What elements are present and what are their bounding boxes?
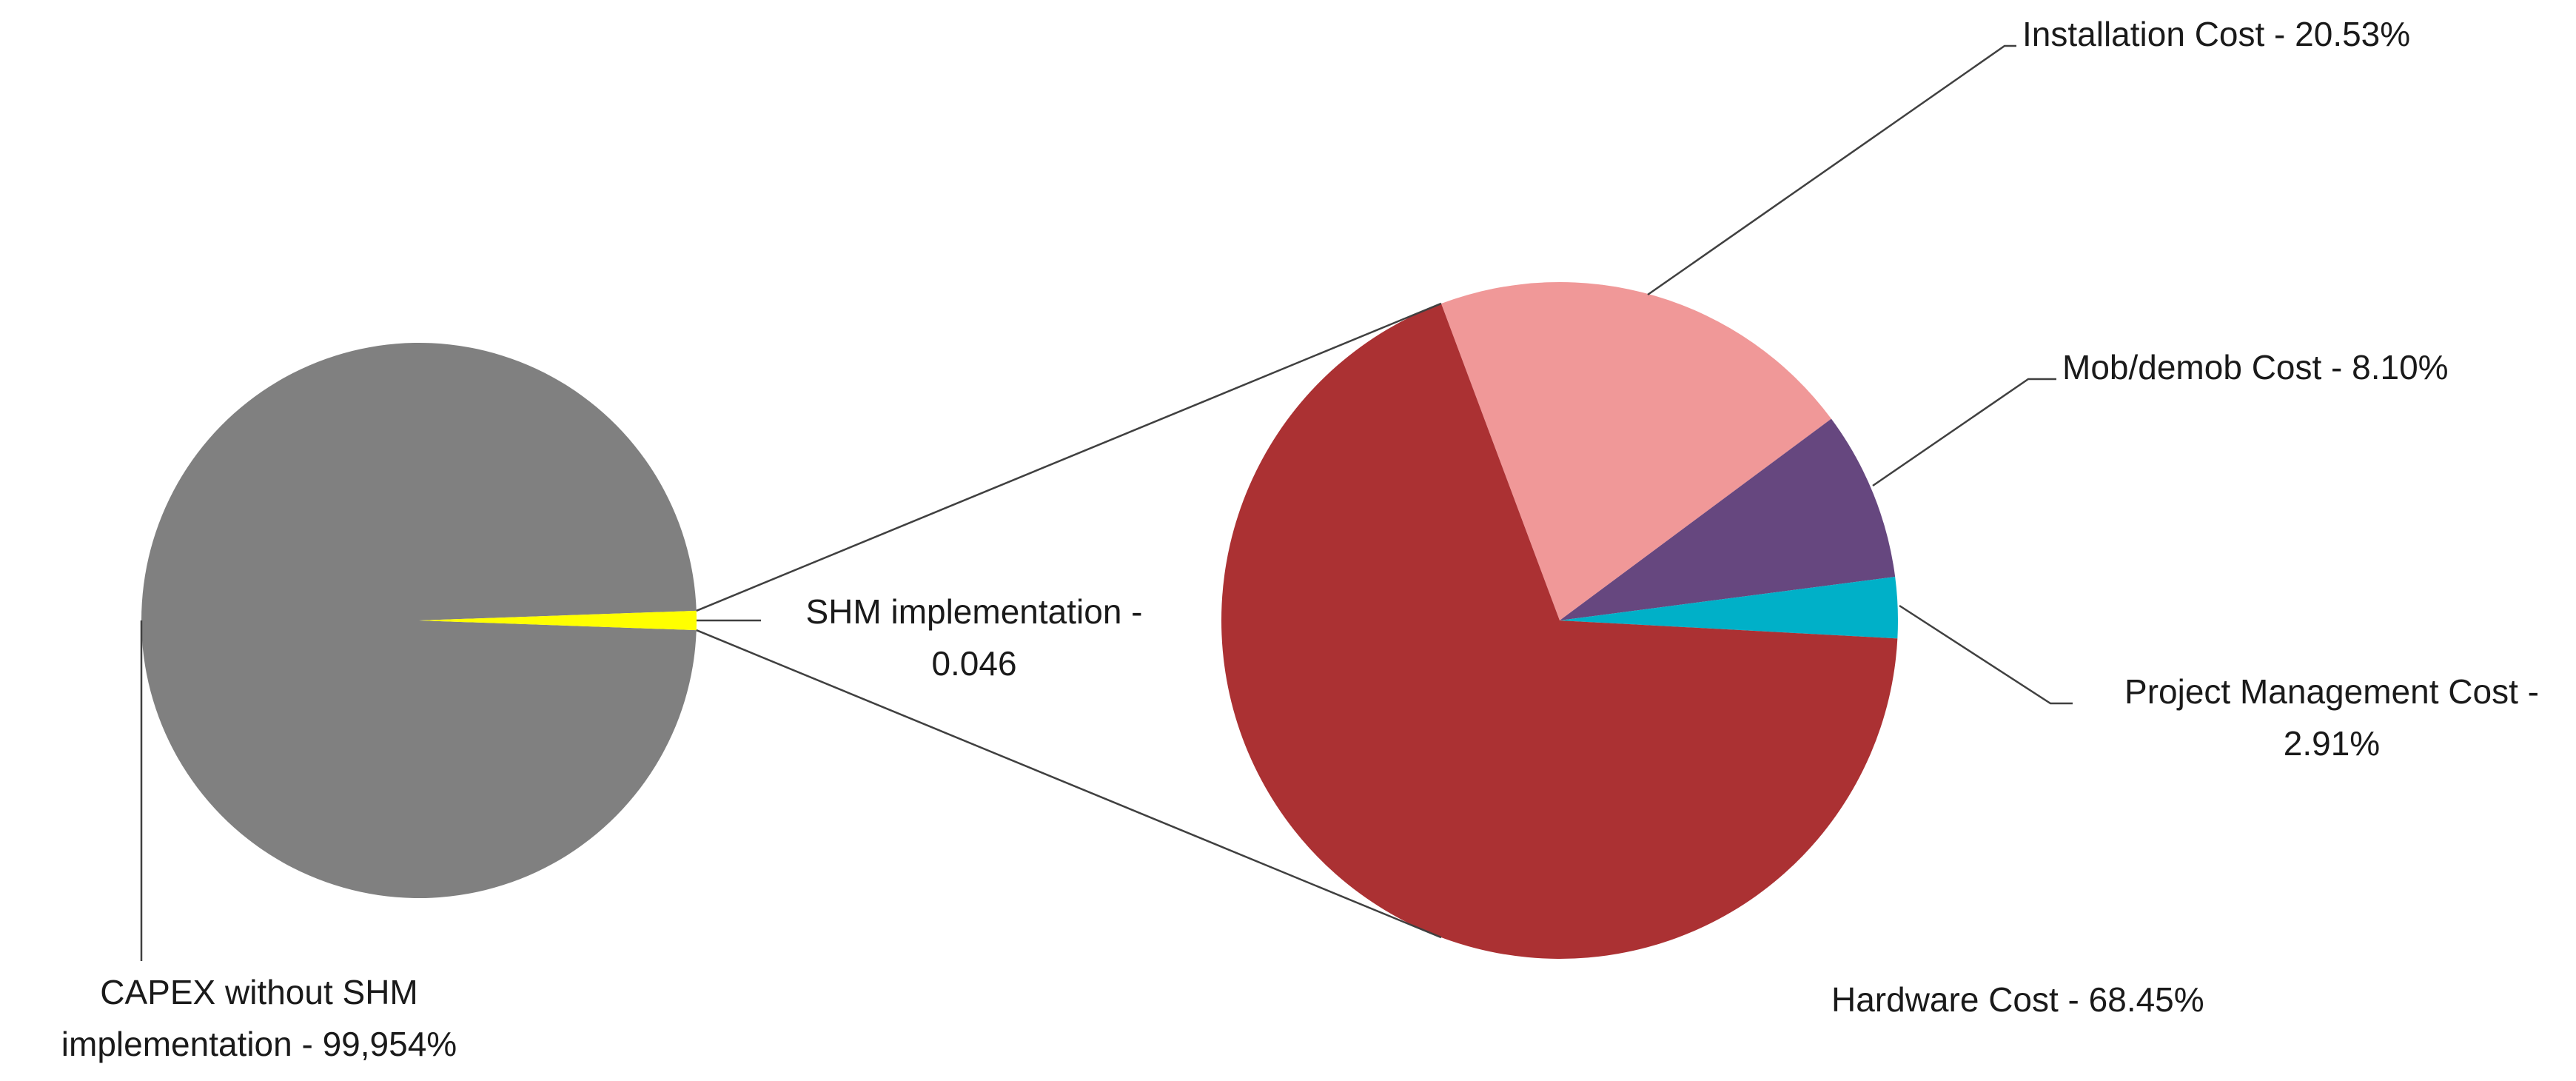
- leader-lines: [140, 44, 2073, 961]
- connector-line-top: [696, 302, 1442, 612]
- leader-line-installation: [1647, 44, 2016, 296]
- leader-line-project-management: [1899, 604, 2073, 705]
- pie-slice-mob-demob-cost: [1560, 418, 1896, 620]
- data-label-installation-cost: Installation Cost - 20.53%: [2022, 15, 2410, 53]
- pie-slice-project-management-cost: [1560, 576, 1898, 639]
- data-label-capex-without-shm-line-1: CAPEX without SHM: [100, 973, 417, 1011]
- connector-line-bottom: [696, 629, 1442, 939]
- data-label-shm-implementation: SHM implementation - 0.046: [805, 592, 1142, 683]
- data-label-hardware-cost-line-1: Hardware Cost - 68.45%: [1831, 980, 2204, 1019]
- data-labels: CAPEX without SHM implementation - 99,954…: [61, 15, 2539, 1063]
- data-label-mob-demob-cost-line-1: Mob/demob Cost - 8.10%: [2062, 348, 2449, 386]
- pie-connector-lines: [696, 302, 1442, 939]
- pie-slice-installation-cost: [1440, 282, 1831, 620]
- data-label-capex-without-shm-line-2: implementation - 99,954%: [61, 1025, 457, 1063]
- pie-slice-hardware-cost: [1221, 303, 1898, 959]
- data-label-hardware-cost: Hardware Cost - 68.45%: [1831, 980, 2204, 1019]
- data-label-project-management-cost: Project Management Cost - 2.91%: [2124, 672, 2539, 763]
- data-label-project-management-cost-line-2: 2.91%: [2284, 724, 2380, 763]
- secondary-pie: [1221, 282, 1898, 959]
- leader-line-mob-demob: [1872, 378, 2056, 487]
- pie-slice-shm-implementation: [419, 610, 697, 631]
- data-label-capex-without-shm: CAPEX without SHM implementation - 99,954…: [61, 973, 457, 1063]
- data-label-project-management-cost-line-1: Project Management Cost -: [2124, 672, 2539, 711]
- primary-pie: [141, 343, 697, 898]
- pie-slice-capex-without-shm: [141, 343, 697, 898]
- data-label-shm-implementation-line-2: 0.046: [931, 644, 1016, 683]
- data-label-installation-cost-line-1: Installation Cost - 20.53%: [2022, 15, 2410, 53]
- data-label-shm-implementation-line-1: SHM implementation -: [805, 592, 1142, 631]
- data-label-mob-demob-cost: Mob/demob Cost - 8.10%: [2062, 348, 2449, 386]
